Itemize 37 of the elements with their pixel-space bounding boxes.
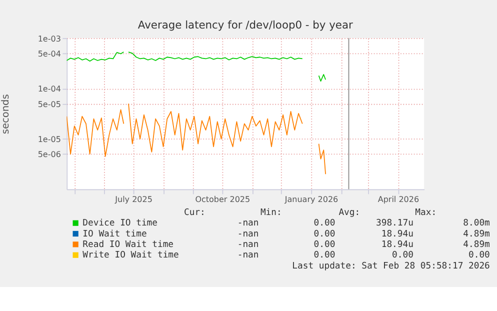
- text: -nan: [237, 218, 259, 229]
- text: 18.94u: [381, 240, 414, 250]
- y-tick-label: 1e-05: [38, 135, 61, 144]
- text: Avg:: [338, 208, 360, 218]
- text: 8.00m: [463, 218, 490, 229]
- text: 0.00: [392, 250, 414, 261]
- text: -nan: [237, 240, 259, 250]
- text: 0.00: [314, 250, 336, 261]
- text: -nan: [237, 229, 259, 240]
- x-tick-label: October 2025: [195, 195, 250, 204]
- y-tick-label: 5e-06: [38, 150, 61, 160]
- text: Max:: [415, 208, 437, 218]
- legend-label: IO Wait time: [82, 229, 147, 240]
- legend-label: Write IO Wait time: [82, 250, 179, 261]
- y-tick-label: 1e-04: [38, 84, 61, 94]
- text: Cur:: [184, 208, 206, 218]
- text: 0.00: [314, 229, 336, 240]
- y-axis-title: seconds: [0, 94, 12, 134]
- text: 398.17u: [376, 218, 414, 229]
- x-tick-label: April 2026: [378, 195, 420, 204]
- text: 0.00: [314, 240, 336, 250]
- legend-label: Read IO Wait time: [82, 240, 174, 250]
- text: 0.00: [314, 218, 336, 229]
- text: 4.89m: [463, 240, 490, 250]
- text: Min:: [260, 208, 282, 218]
- y-tick-label: 1e-03: [38, 34, 61, 44]
- text: 18.94u: [381, 229, 414, 240]
- legend-label: Device IO time: [82, 218, 158, 229]
- text: 4.89m: [463, 229, 490, 240]
- text: Last update: Sat Feb 28 05:58:17 2026: [292, 261, 490, 272]
- y-tick-label: 5e-04: [38, 49, 61, 58]
- y-tick-label: 5e-05: [38, 100, 61, 109]
- x-tick-label: July 2025: [114, 195, 152, 204]
- chart-title: Average latency for /dev/loop0 - by year: [138, 18, 354, 32]
- text: 0.00: [468, 250, 490, 261]
- text: -nan: [237, 250, 259, 261]
- x-tick-label: January 2026: [284, 195, 338, 204]
